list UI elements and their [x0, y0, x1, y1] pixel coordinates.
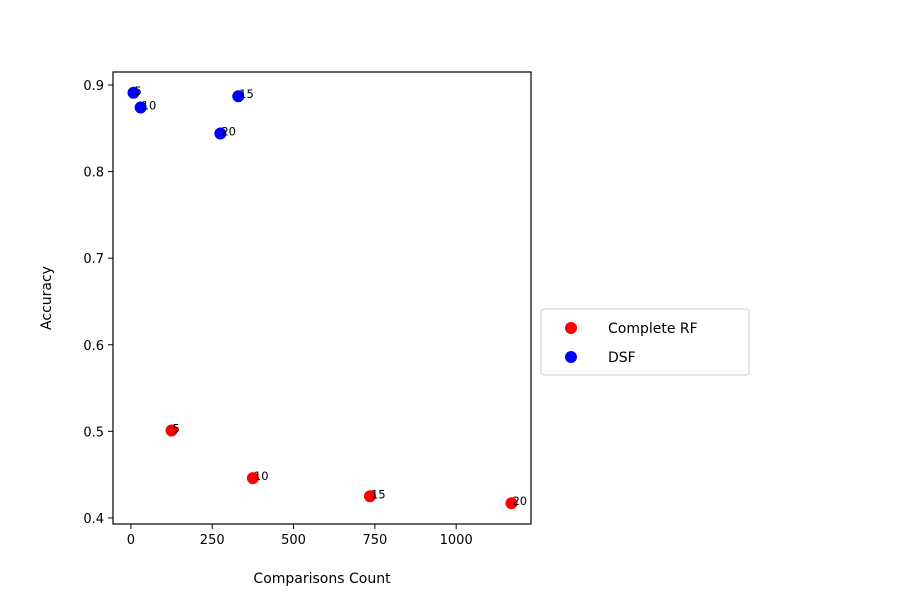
y-tick-label: 0.4	[83, 512, 104, 527]
legend-label-dsf: DSF	[608, 350, 636, 366]
dsf-point	[127, 86, 140, 99]
x-axis-label: Comparisons Count	[253, 571, 391, 587]
complete-rf-point	[165, 424, 178, 437]
dsf-point	[134, 101, 147, 114]
plot-frame	[112, 71, 532, 525]
legend: Complete RF DSF	[540, 308, 750, 376]
y-tick-label: 0.9	[83, 79, 104, 94]
dsf-point-label: 15	[239, 87, 254, 101]
x-tick-label: 0	[127, 533, 135, 548]
x-axis: 0 250 500 750 1000	[127, 524, 473, 548]
y-tick-label: 0.5	[83, 425, 104, 440]
dsf-point-label: 20	[221, 124, 236, 138]
legend-label-complete-rf: Complete RF	[608, 321, 698, 337]
x-tick-label: 1000	[440, 533, 473, 548]
complete-rf-point	[363, 490, 376, 503]
x-tick-label: 750	[362, 533, 387, 548]
y-tick-label: 0.7	[83, 252, 104, 267]
x-tick-label: 500	[281, 533, 306, 548]
complete-rf-point-label: 20	[512, 494, 527, 508]
dsf-point-label: 5	[134, 84, 141, 98]
y-axis: 0.4 0.5 0.6 0.7 0.8 0.9	[83, 79, 113, 527]
x-tick-label: 250	[200, 533, 225, 548]
complete-rf-point	[505, 497, 518, 510]
complete-rf-point-label: 15	[371, 487, 386, 501]
legend-frame	[540, 308, 750, 376]
complete-rf-point-label: 5	[173, 421, 180, 435]
y-tick-label: 0.6	[83, 339, 104, 354]
legend-marker-dsf	[565, 351, 577, 363]
complete-rf-point	[246, 472, 259, 485]
legend-marker-complete-rf	[565, 322, 577, 334]
complete-rf-point-label: 10	[254, 469, 269, 483]
y-axis-label: Accuracy	[39, 266, 55, 330]
dsf-point	[214, 127, 227, 140]
dsf-point	[232, 90, 245, 103]
y-tick-label: 0.8	[83, 166, 104, 181]
dsf-point-label: 10	[142, 99, 157, 113]
